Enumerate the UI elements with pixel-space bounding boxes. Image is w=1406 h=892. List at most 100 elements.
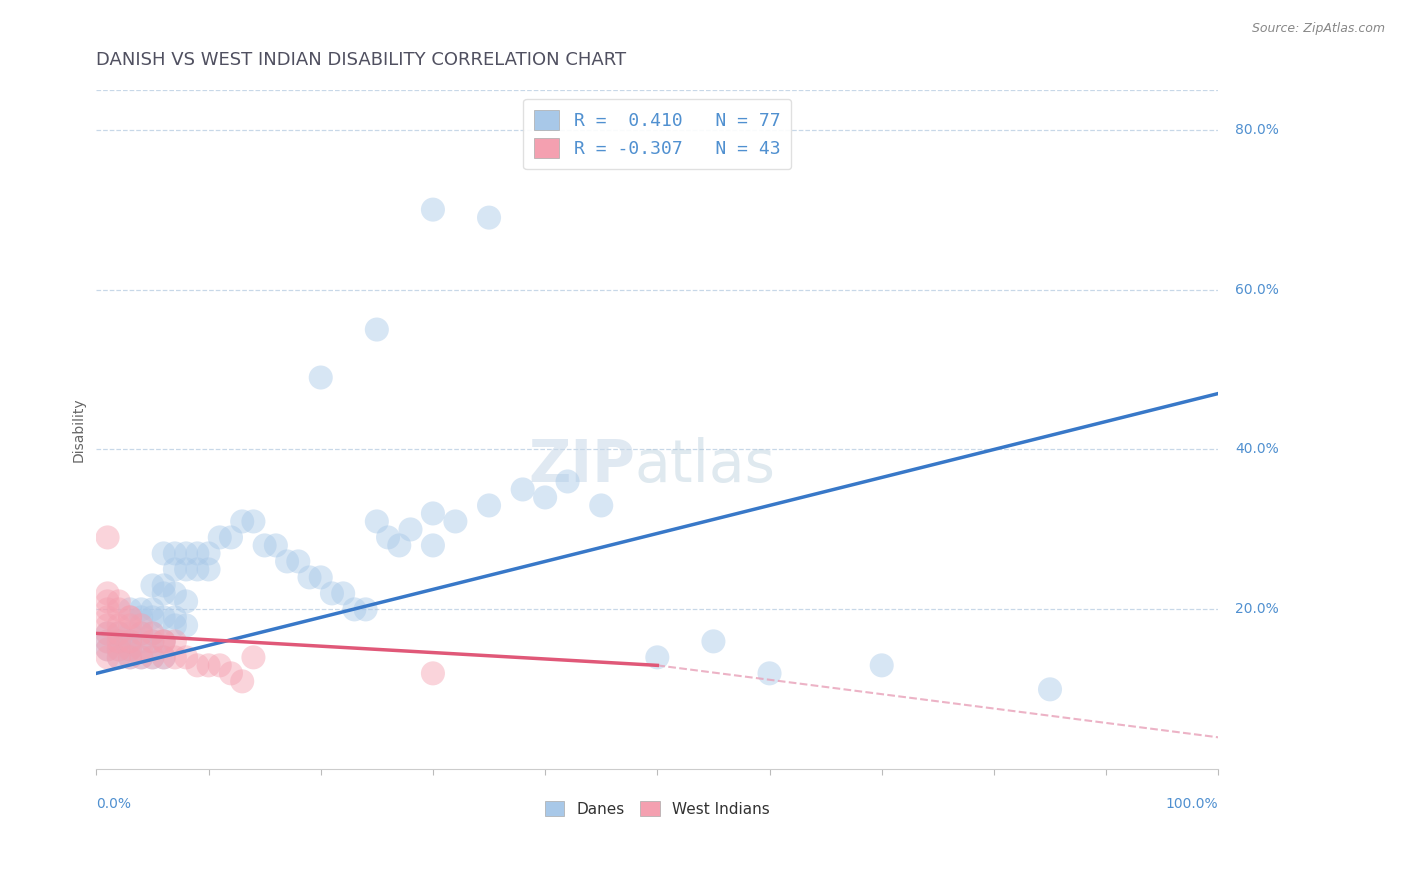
Point <box>354 602 377 616</box>
Point <box>163 546 186 560</box>
Point <box>97 610 120 624</box>
Text: 60.0%: 60.0% <box>1234 283 1279 296</box>
Point <box>163 618 186 632</box>
Point <box>97 650 120 665</box>
Point <box>208 658 231 673</box>
Point <box>97 586 120 600</box>
Point <box>377 531 399 545</box>
Point <box>422 538 444 552</box>
Point <box>444 515 467 529</box>
Point <box>129 642 152 657</box>
Point <box>129 626 152 640</box>
Point <box>512 483 534 497</box>
Point <box>97 602 120 616</box>
Point <box>343 602 366 616</box>
Point <box>163 634 186 648</box>
Text: Source: ZipAtlas.com: Source: ZipAtlas.com <box>1251 22 1385 36</box>
Point <box>107 634 129 648</box>
Point <box>152 634 174 648</box>
Point <box>97 618 120 632</box>
Point <box>276 554 298 568</box>
Point <box>107 626 129 640</box>
Point <box>287 554 309 568</box>
Point <box>253 538 276 552</box>
Point <box>702 634 724 648</box>
Point <box>309 370 332 384</box>
Point <box>97 642 120 657</box>
Point <box>97 626 120 640</box>
Point <box>557 475 579 489</box>
Point <box>197 546 219 560</box>
Point <box>422 507 444 521</box>
Point <box>97 642 120 657</box>
Text: DANISH VS WEST INDIAN DISABILITY CORRELATION CHART: DANISH VS WEST INDIAN DISABILITY CORRELA… <box>97 51 627 69</box>
Point <box>758 666 780 681</box>
Point <box>141 650 163 665</box>
Text: 80.0%: 80.0% <box>1234 123 1279 136</box>
Point <box>141 602 163 616</box>
Point <box>107 634 129 648</box>
Point <box>870 658 893 673</box>
Point <box>118 610 141 624</box>
Point <box>107 626 129 640</box>
Point <box>97 626 120 640</box>
Point <box>231 674 253 689</box>
Point <box>129 634 152 648</box>
Point <box>591 499 613 513</box>
Text: 100.0%: 100.0% <box>1166 797 1219 812</box>
Point <box>478 211 501 225</box>
Point <box>129 650 152 665</box>
Point <box>163 650 186 665</box>
Point <box>186 546 208 560</box>
Point <box>152 578 174 592</box>
Point <box>152 586 174 600</box>
Point <box>152 610 174 624</box>
Point <box>242 650 264 665</box>
Point <box>422 202 444 217</box>
Point <box>163 562 186 576</box>
Point <box>174 594 197 608</box>
Point <box>231 515 253 529</box>
Point <box>97 594 120 608</box>
Point <box>107 618 129 632</box>
Text: ZIP: ZIP <box>529 437 636 494</box>
Point <box>118 602 141 616</box>
Point <box>152 634 174 648</box>
Point <box>129 610 152 624</box>
Point <box>366 515 388 529</box>
Text: atlas: atlas <box>636 437 776 494</box>
Point <box>141 650 163 665</box>
Text: 40.0%: 40.0% <box>1234 442 1279 457</box>
Point <box>152 546 174 560</box>
Point <box>141 634 163 648</box>
Point <box>219 531 242 545</box>
Point <box>129 602 152 616</box>
Point <box>264 538 287 552</box>
Point <box>422 666 444 681</box>
Point <box>118 634 141 648</box>
Text: 0.0%: 0.0% <box>97 797 131 812</box>
Point <box>107 650 129 665</box>
Point <box>97 634 120 648</box>
Point <box>298 570 321 584</box>
Point <box>141 626 163 640</box>
Point <box>163 586 186 600</box>
Point <box>107 642 129 657</box>
Point <box>118 642 141 657</box>
Point <box>118 642 141 657</box>
Point <box>107 594 129 608</box>
Point <box>141 626 163 640</box>
Point <box>118 618 141 632</box>
Point <box>129 626 152 640</box>
Point <box>152 634 174 648</box>
Point <box>647 650 669 665</box>
Point <box>219 666 242 681</box>
Point <box>152 650 174 665</box>
Point <box>197 562 219 576</box>
Point <box>97 531 120 545</box>
Point <box>174 562 197 576</box>
Point <box>309 570 332 584</box>
Point <box>174 546 197 560</box>
Point <box>118 610 141 624</box>
Point <box>366 322 388 336</box>
